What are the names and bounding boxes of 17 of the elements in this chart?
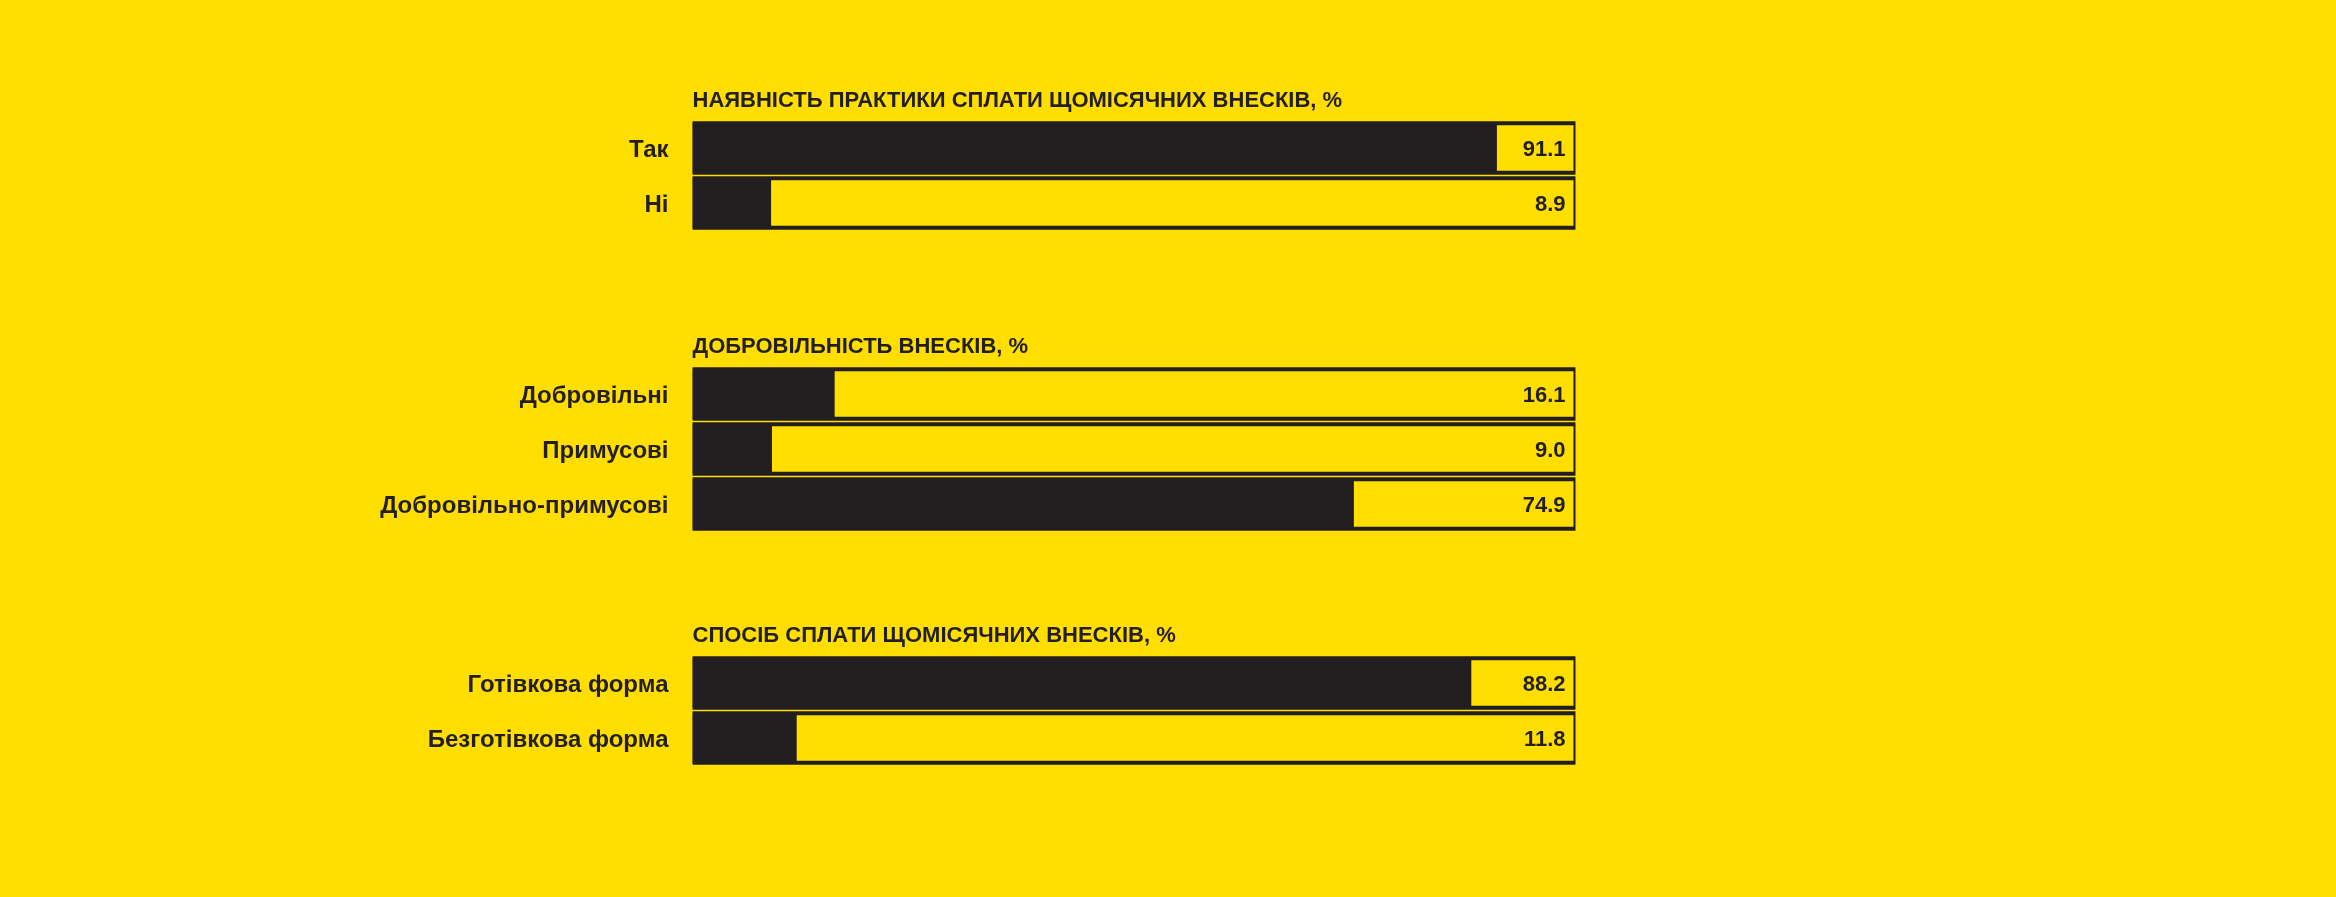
y-tick-label: Готівкова форма [467,669,670,697]
chart-title: НАЯВНІСТЬ ПРАКТИКИ СПЛАТИ ЩОМІСЯЧНИХ ВНЕСКІВ, % [692,86,1343,112]
data-label: 9.0 [1534,436,1566,462]
y-tick-label: Ні [644,189,669,217]
y-tick-label: Добровільно-примусові [380,490,669,518]
data-label: 11.8 [1523,725,1566,751]
data-label: 88.2 [1522,670,1566,696]
y-tick-label: Так [629,134,670,162]
chart-title: ДОБРОВІЛЬНІСТЬ ВНЕСКІВ, % [692,332,1029,358]
y-tick-label: Примусові [542,435,669,463]
data-label: 74.9 [1522,491,1566,517]
data-label: 8.9 [1534,190,1566,216]
y-tick-label: Безготівкова форма [427,724,670,752]
y-tick-label: Добровільні [519,380,669,408]
chart-title: СПОСІБ СПЛАТИ ЩОМІСЯЧНИХ ВНЕСКІВ, % [692,621,1176,647]
data-label: 16.1 [1522,381,1566,407]
data-label: 91.1 [1522,135,1566,161]
